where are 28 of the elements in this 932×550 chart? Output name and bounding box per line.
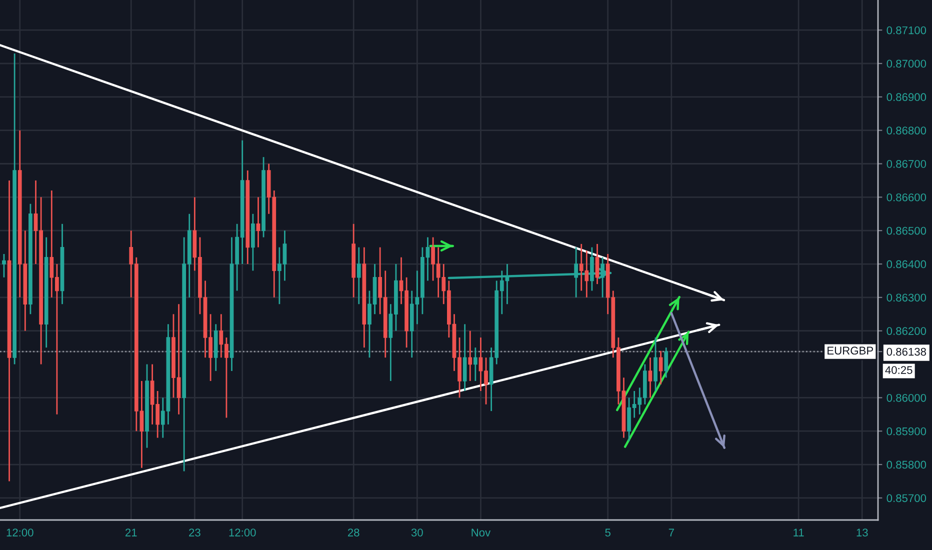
x-tick-label: 28 — [348, 528, 360, 536]
x-tick-label: 30 — [411, 528, 423, 536]
y-tick-label: 0.86300 — [886, 294, 926, 302]
y-tick-label: 0.85900 — [886, 427, 926, 436]
text: 40:25 — [885, 366, 912, 374]
y-tick-label: 0.85700 — [886, 494, 926, 502]
y-tick-label: 0.86000 — [886, 394, 926, 402]
x-tick-label: 13 — [856, 528, 868, 536]
y-tick-label: 0.86138 — [886, 348, 926, 356]
y-tick-label: 0.86900 — [886, 93, 926, 102]
y-tick-label: 0.86800 — [886, 126, 926, 134]
x-tick-label: 7 — [668, 528, 674, 536]
x-tick-label: 12:00 — [229, 528, 256, 536]
x-tick-label: 5 — [605, 528, 610, 536]
ref-line-label: EURGBP — [828, 346, 874, 355]
y-tick-label: 0.85800 — [886, 460, 926, 469]
y-tick-label: 0.86700 — [886, 160, 926, 168]
y-tick-label: 0.87000 — [886, 60, 926, 68]
x-tick-label: 12:00 — [6, 528, 34, 536]
x-tick-label: 23 — [189, 528, 200, 536]
y-tick-label: 0.86600 — [886, 193, 926, 202]
x-tick-label: 11 — [794, 528, 804, 536]
x-tick-label: 21 — [125, 528, 137, 536]
y-tick-label: 0.86500 — [886, 226, 926, 235]
y-tick-label: 0.86200 — [886, 327, 926, 335]
x-tick-label: Nov — [472, 528, 491, 536]
y-tick-label: 0.86400 — [886, 260, 926, 268]
y-tick-label: 0.87100 — [886, 26, 926, 34]
